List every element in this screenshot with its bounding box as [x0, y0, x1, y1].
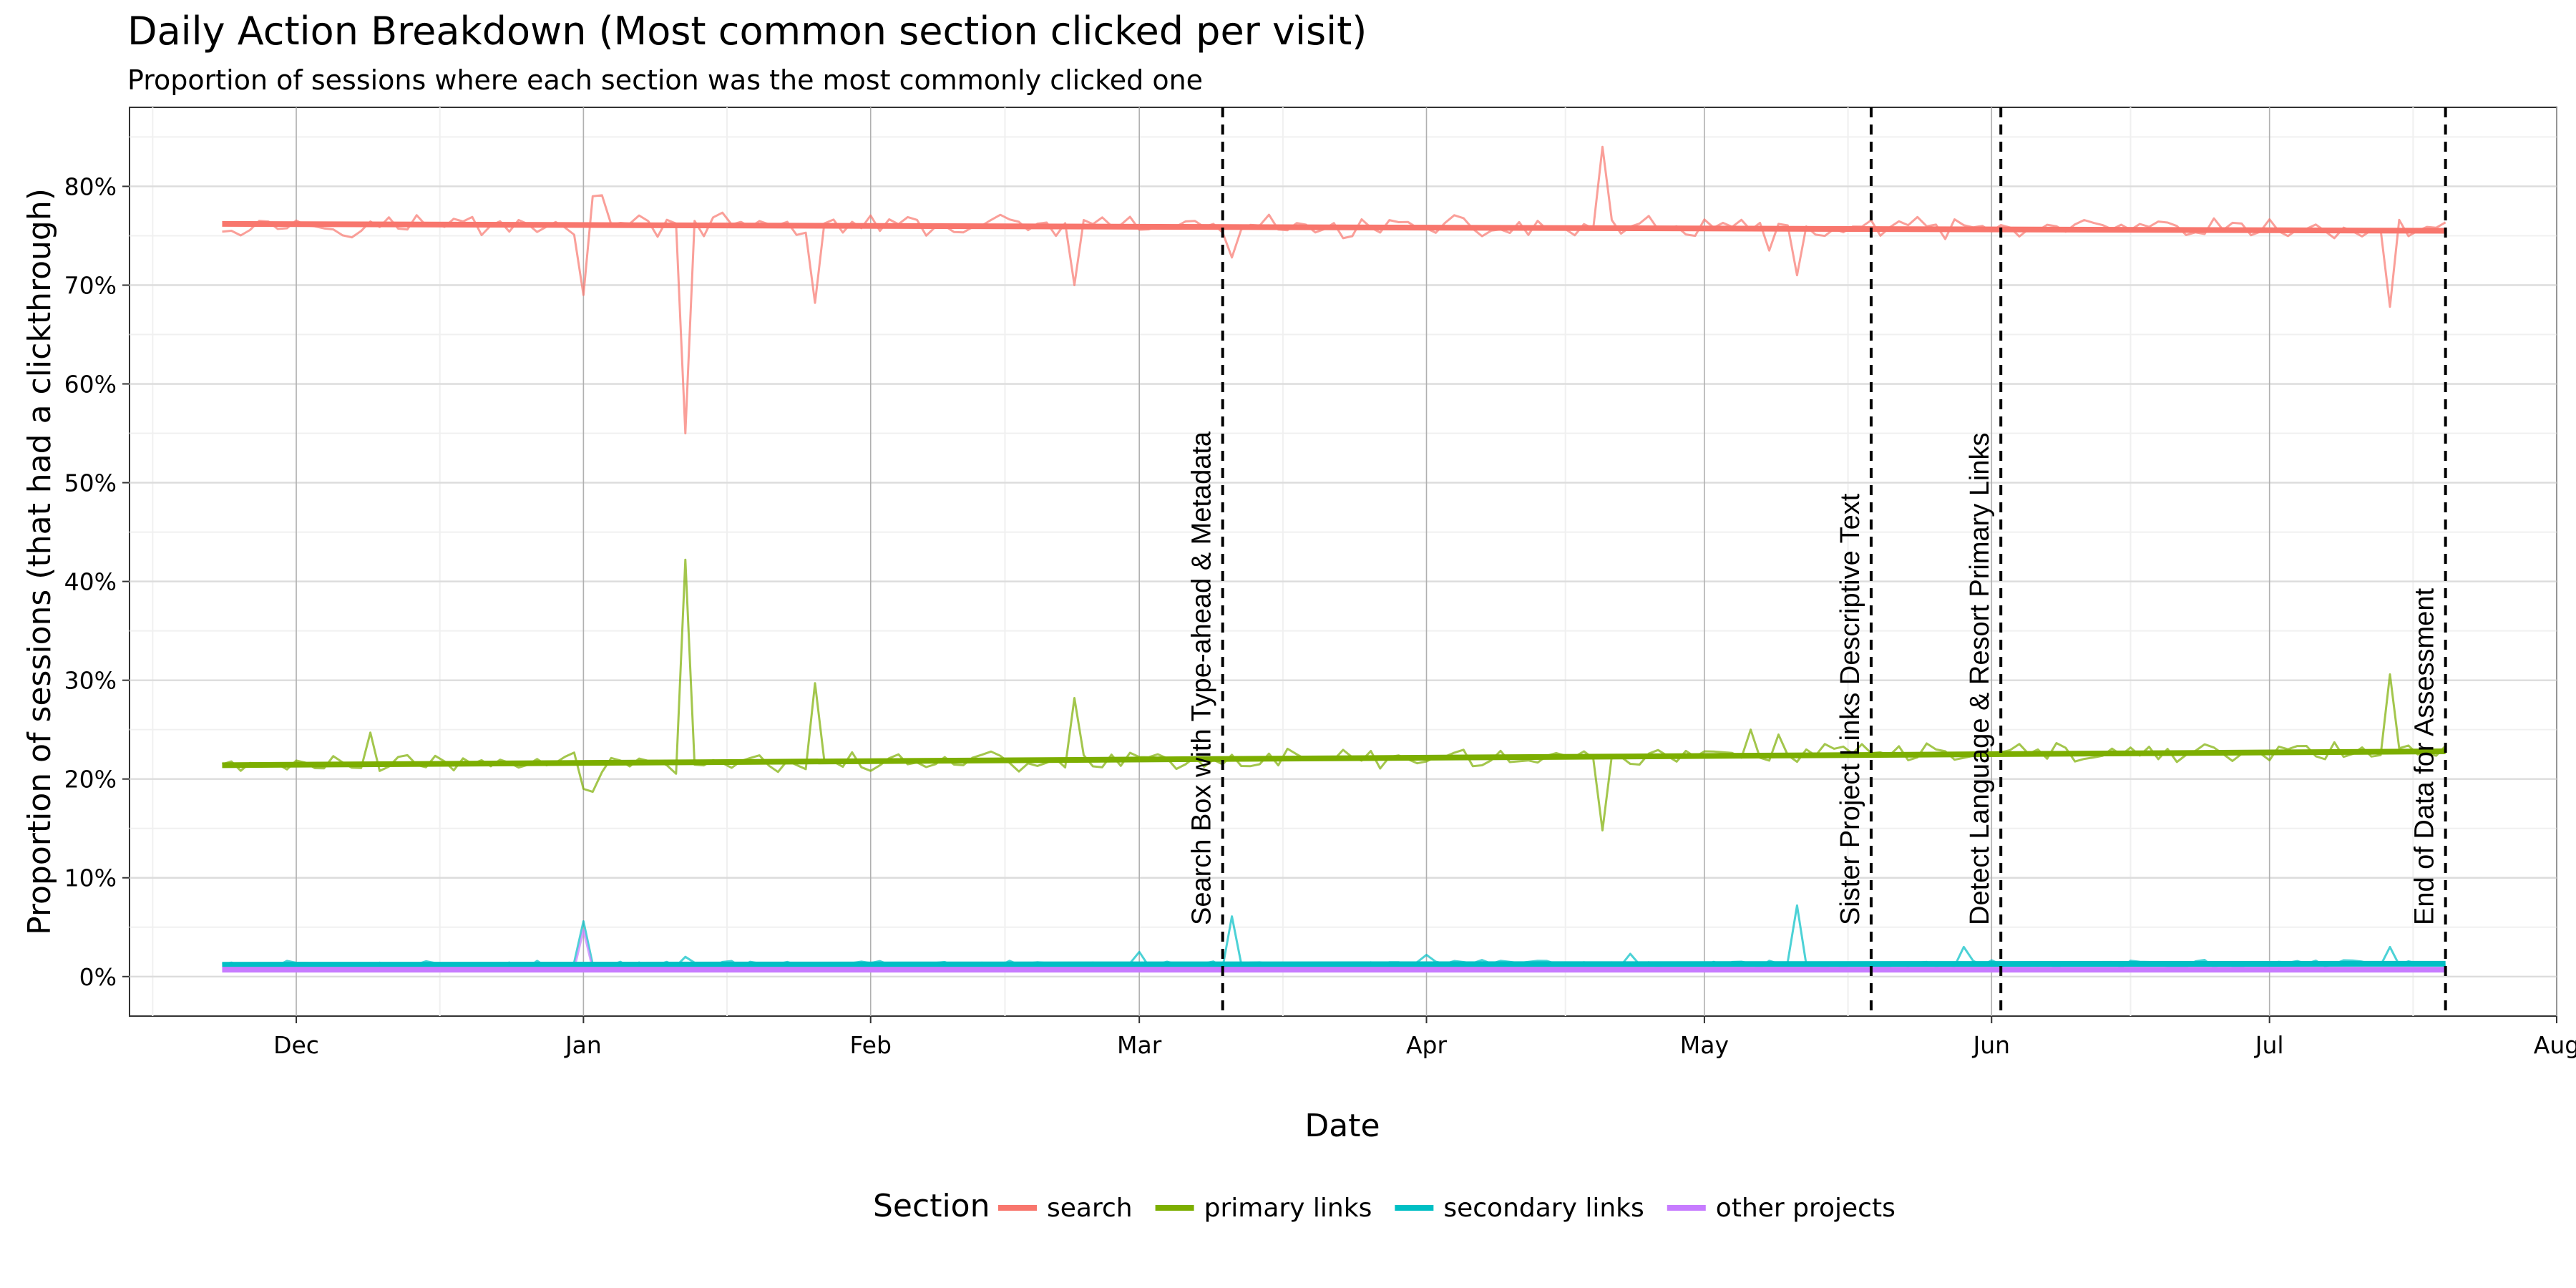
trend-line-primary-links [222, 748, 2446, 769]
x-axis-title: Date [1304, 1108, 1380, 1144]
legend-title: Section [873, 1188, 990, 1224]
trend-line-search [222, 220, 2446, 234]
annotation-label: End of Data for Assessment [2410, 588, 2440, 925]
x-tick-label: Jan [564, 1031, 602, 1059]
x-tick-label: May [1680, 1031, 1729, 1059]
x-axis: Dec Jan Feb Mar Apr May Jun Jul Aug [273, 1016, 2576, 1059]
annotation-label: Sister Project Links Descriptive Text [1835, 493, 1865, 925]
y-tick-label: 20% [64, 766, 117, 794]
x-tick-label: Mar [1117, 1031, 1162, 1059]
x-tick-label: Dec [273, 1031, 319, 1059]
legend: Section search primary links secondary lin… [873, 1188, 1896, 1224]
chart-title: Daily Action Breakdown (Most common sect… [127, 9, 1367, 54]
grid-lines [130, 107, 2557, 1016]
x-tick-label: Feb [850, 1031, 892, 1059]
legend-label-search: search [1047, 1194, 1133, 1223]
legend-label-secondary-links: secondary links [1443, 1194, 1644, 1223]
plot-panel [129, 107, 2557, 1017]
x-tick-label: Apr [1406, 1031, 1448, 1059]
y-tick-label: 70% [64, 271, 117, 299]
legend-label-other-projects: other projects [1716, 1194, 1896, 1223]
x-tick-label: Aug [2534, 1031, 2576, 1059]
annotation-lines: Search Box with Type-ahead & Metadata Sis… [1187, 107, 2447, 1016]
trend-line-secondary-links [222, 960, 2446, 968]
x-tick-label: Jun [1971, 1031, 2010, 1059]
y-tick-label: 80% [64, 172, 117, 200]
y-tick-label: 0% [79, 963, 117, 991]
x-tick-label: Jul [2254, 1031, 2284, 1059]
y-tick-label: 10% [64, 864, 117, 892]
legend-label-primary-links: primary links [1204, 1194, 1372, 1223]
chart-subtitle: Proportion of sessions where each sectio… [127, 64, 1203, 96]
annotation-label: Detect Language & Resort Primary Links [1965, 432, 1995, 925]
annotation-label: Search Box with Type-ahead & Metadata [1187, 431, 1217, 925]
y-axis-title: Proportion of sessions (that had a click… [21, 188, 58, 935]
y-tick-label: 30% [64, 667, 117, 695]
y-tick-label: 40% [64, 568, 117, 596]
trend-lines [222, 220, 2446, 973]
series-line-search [222, 145, 2446, 434]
y-tick-label: 50% [64, 469, 117, 497]
y-tick-label: 60% [64, 371, 117, 399]
y-axis: 0% 10% 20% 30% 40% 50% 60% 70% 80% [64, 172, 130, 991]
